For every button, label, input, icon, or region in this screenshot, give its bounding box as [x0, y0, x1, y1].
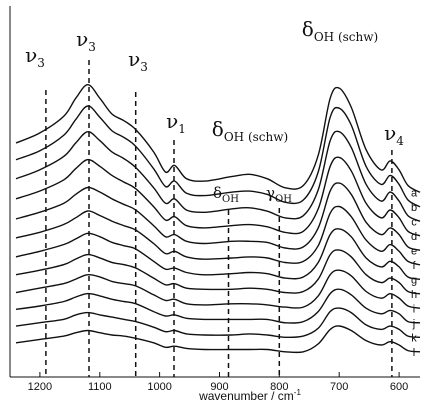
x-axis-ticks: 1200 1100 1000 900 800 700 600: [28, 372, 408, 393]
curve-label-k: k: [411, 332, 417, 344]
curve-label-l: l: [413, 347, 415, 359]
spectrum-line-c: [15, 130, 421, 222]
x-tick-label-700: 700: [330, 381, 348, 393]
x-axis-title-text: wavenumber / cm: [198, 389, 294, 403]
annotation-nu3-b: ν3: [76, 27, 96, 54]
curve-label-f: f: [412, 260, 416, 272]
x-axis-title: wavenumber / cm-1: [198, 388, 301, 403]
spectrum-line-g: [15, 228, 421, 280]
annotation-nu4-subscript: 4: [396, 134, 404, 148]
annotation-gamma-oh-symbol: γ: [266, 184, 275, 202]
annotation-delta-oh-schw-mid-symbol: δ: [212, 117, 224, 141]
annotation-gamma-oh: γOH: [266, 184, 292, 205]
annotation-delta-oh-schw-top: δOH (schw): [302, 17, 378, 44]
curve-label-d: d: [411, 231, 417, 243]
x-tick-label-600: 600: [390, 381, 408, 393]
annotation-delta-oh-schw-mid-subscript: OH (schw): [224, 130, 288, 144]
annotation-nu3-a-symbol: ν: [25, 43, 37, 67]
curve-label-g: g: [411, 274, 417, 286]
annotation-gamma-oh-subscript: OH: [275, 194, 292, 205]
annotation-nu4: ν4: [384, 121, 404, 148]
spectrum-line-j: [15, 288, 421, 324]
curve-label-c: c: [411, 216, 417, 228]
spectrum-line-l: [15, 325, 421, 354]
spectrum-line-i: [15, 269, 421, 309]
curve-label-h: h: [411, 289, 417, 301]
x-tick-label-1100: 1100: [88, 381, 112, 393]
annotation-nu3-a-subscript: 3: [37, 56, 45, 70]
spectrum-line-k: [15, 307, 421, 339]
curve-label-e: e: [411, 245, 417, 257]
x-tick-label-900: 900: [210, 381, 228, 393]
spectrum-line-b: [15, 105, 421, 208]
annotation-nu3-a: ν3: [25, 43, 45, 70]
spectrum-line-h: [15, 249, 421, 295]
annotation-delta-oh-schw-mid: δOH (schw): [212, 117, 288, 144]
reference-lines: [45, 60, 393, 377]
curve-label-j: j: [412, 318, 415, 330]
x-tick-label-1200: 1200: [28, 381, 52, 393]
annotation-nu1-subscript: 1: [178, 122, 186, 136]
curve-label-b: b: [411, 202, 417, 214]
annotation-nu3-c: ν3: [128, 47, 148, 74]
annotation-delta-oh-schw-top-subscript: OH (schw): [314, 30, 378, 44]
spectrum-line-f: [15, 205, 421, 266]
annotation-nu3-b-symbol: ν: [76, 27, 88, 51]
annotation-nu3-b-subscript: 3: [88, 40, 96, 54]
annotation-nu3-c-symbol: ν: [128, 47, 140, 71]
spectrum-line-d: [15, 156, 421, 237]
x-axis-title-exponent: -1: [294, 388, 302, 397]
spectrum-line-e: [15, 182, 421, 251]
annotation-delta-oh-subscript: OH: [222, 194, 239, 205]
annotation-delta-oh: δOH: [213, 184, 239, 205]
plot-frame: [9, 6, 420, 378]
annotation-nu1: ν1: [166, 109, 186, 136]
spectra-curves: [15, 83, 421, 354]
curve-label-i: i: [413, 303, 415, 315]
annotation-delta-oh-schw-top-symbol: δ: [302, 17, 314, 41]
curve-label-a: a: [411, 187, 418, 199]
annotation-nu4-symbol: ν: [384, 121, 396, 145]
spectrum-line-a: [15, 83, 421, 193]
annotation-nu3-c-subscript: 3: [140, 60, 148, 74]
x-tick-label-1000: 1000: [147, 381, 171, 393]
annotation-delta-oh-symbol: δ: [213, 184, 222, 202]
x-tick-label-800: 800: [270, 381, 288, 393]
annotation-nu1-symbol: ν: [166, 109, 178, 133]
